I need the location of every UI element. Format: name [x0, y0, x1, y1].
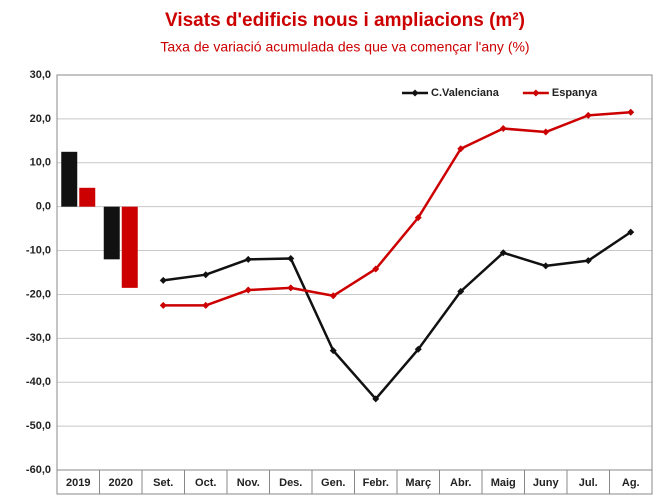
point: [372, 395, 380, 403]
y-tick-label: 20,0: [30, 113, 51, 125]
plot-border: [56, 74, 653, 471]
line: [163, 111, 631, 307]
y-tick-label: -60,0: [26, 464, 51, 476]
legend-label: Espanya: [552, 87, 598, 99]
point: [244, 255, 252, 263]
point: [202, 271, 210, 279]
point: [542, 262, 550, 270]
y-tick-label: -40,0: [26, 376, 51, 388]
x-tick-label: 2019: [66, 477, 90, 489]
x-tick-label: Maig: [491, 477, 516, 489]
x-tick-label: 2020: [109, 477, 133, 489]
legend-label: C.Valenciana: [431, 87, 500, 99]
x-tick-label: Juny: [533, 477, 560, 489]
point: [159, 301, 167, 309]
x-tick-label: Ag.: [622, 477, 640, 489]
legend-marker: [532, 89, 540, 97]
chart-title: Visats d'edificis nous i ampliacions (m²…: [165, 10, 525, 31]
y-tick-label: 10,0: [30, 157, 51, 169]
x-tick-label: Febr.: [363, 477, 389, 489]
y-tick-label: -50,0: [26, 420, 51, 432]
point: [159, 276, 167, 284]
point: [202, 301, 210, 309]
point: [414, 214, 422, 222]
point: [457, 287, 465, 295]
point: [244, 286, 252, 294]
point: [287, 254, 295, 262]
point: [329, 347, 337, 355]
point: [627, 108, 635, 116]
x-tick-label: Des.: [279, 477, 302, 489]
point: [627, 228, 635, 236]
point: [372, 265, 380, 273]
point: [287, 284, 295, 292]
point: [457, 145, 465, 153]
y-tick-label: -20,0: [26, 288, 51, 300]
bar: [103, 206, 120, 260]
point: [584, 257, 592, 265]
chart-subtitle: Taxa de variació acumulada des que va co…: [160, 39, 529, 55]
y-tick-label: 30,0: [30, 69, 51, 81]
y-tick-label: 0,0: [36, 201, 51, 213]
bar: [61, 151, 78, 207]
line: [163, 231, 632, 401]
point: [542, 128, 550, 136]
point: [499, 125, 507, 133]
x-tick-label: Oct.: [195, 477, 216, 489]
x-tick-label: Jul.: [579, 477, 598, 489]
point: [499, 249, 507, 257]
point: [329, 292, 337, 300]
x-tick-label: Març: [405, 477, 431, 489]
y-tick-label: -10,0: [26, 244, 51, 256]
x-tick-label: Set.: [153, 477, 173, 489]
x-tick-label: Gen.: [321, 477, 345, 489]
point: [414, 345, 422, 353]
point: [584, 111, 592, 119]
bar: [79, 187, 96, 207]
x-tick-label: Nov.: [237, 477, 260, 489]
legend-marker: [411, 89, 419, 97]
bar: [121, 206, 138, 288]
x-tick-label: Abr.: [450, 477, 471, 489]
y-tick-label: -30,0: [26, 332, 51, 344]
